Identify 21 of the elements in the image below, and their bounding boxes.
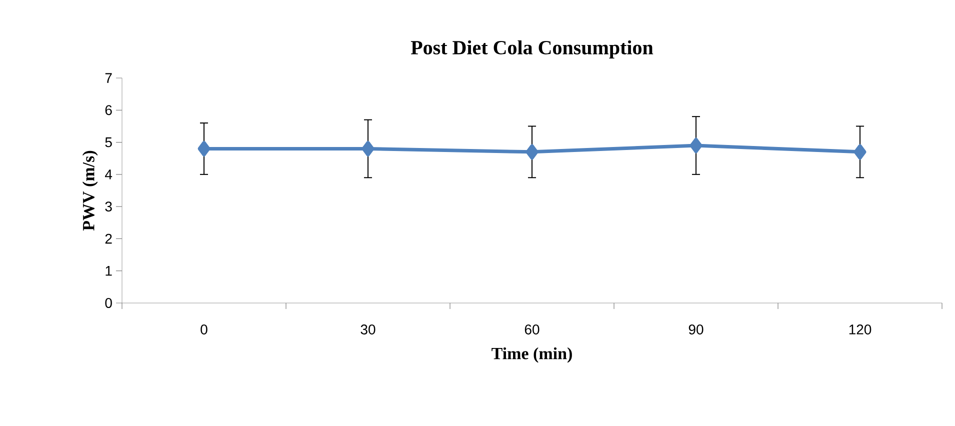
y-tick-label: 0 <box>105 298 112 308</box>
y-tick-label: 7 <box>105 73 112 83</box>
y-tick-label: 5 <box>105 137 112 148</box>
y-axis-title: PWV (m/s) <box>82 150 98 231</box>
y-tick-label: 1 <box>106 266 112 276</box>
y-tick-label: 6 <box>105 105 112 116</box>
point <box>362 140 374 156</box>
point <box>854 144 866 160</box>
x-tick-label: 0 <box>200 324 208 334</box>
x-tick-label: 60 <box>524 324 540 334</box>
y-tick-label: 2 <box>105 234 112 244</box>
x-axis-title: Time (min) <box>492 347 572 363</box>
x-tick-label: 30 <box>360 324 376 334</box>
chart-title: Post Diet Cola Consumption <box>410 40 654 58</box>
point <box>198 140 210 156</box>
x-tick-label: 120 <box>849 324 872 334</box>
y-tick-label: 4 <box>104 170 112 180</box>
y-tick-label: 3 <box>105 202 112 212</box>
point <box>690 138 702 154</box>
x-tick-label: 90 <box>688 324 704 334</box>
point <box>526 144 538 160</box>
